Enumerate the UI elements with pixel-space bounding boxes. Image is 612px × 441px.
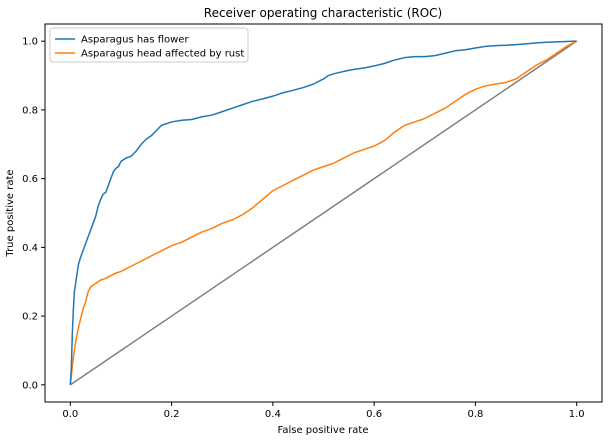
y-axis-title: True positive rate [5,169,16,257]
x-tick-label: 0.2 [164,409,180,420]
x-axis-title: False positive rate [278,425,369,436]
chart-title: Receiver operating characteristic (ROC) [204,6,442,20]
series-line-1 [69,40,578,385]
chance-diagonal-line [69,40,578,386]
y-tick-label: 0.8 [22,105,38,116]
series-line-0 [69,40,577,385]
x-tick-label: 1.0 [569,409,585,420]
plot-frame [44,23,603,403]
legend-label: Asparagus has flower [81,35,189,46]
x-tick-label: 0.8 [467,409,483,420]
y-tick-label: 0.6 [22,174,38,185]
y-tick-label: 0.2 [22,312,38,323]
legend-box [49,27,249,63]
legend: Asparagus has flower Asparagus head affec… [49,27,249,63]
y-tick-label: 1.0 [22,37,38,48]
y-tick-label: 0.4 [22,243,38,254]
y-tick-label: 0.0 [22,380,38,391]
series-layer [69,40,578,386]
x-tick-label: 0.4 [265,409,281,420]
ticks-layer: 0.0 0.2 0.4 0.6 0.8 1.0 0.0 0.2 0.4 0.6 0.8 1.0 [22,37,585,420]
legend-label: Asparagus head affected by rust [81,49,244,60]
x-tick-label: 0.0 [62,409,78,420]
x-tick-label: 0.6 [366,409,382,420]
